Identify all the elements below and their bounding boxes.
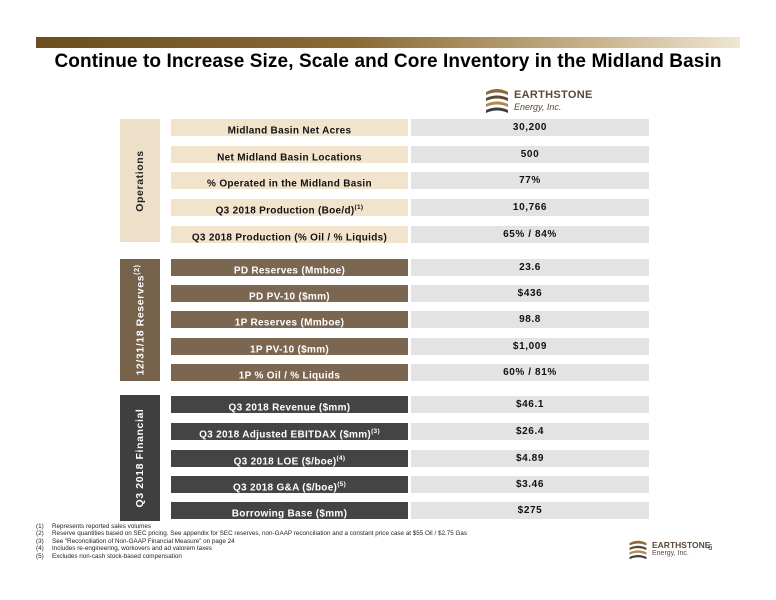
row-label: Q3 2018 Production (Boe/d)(1) — [171, 199, 408, 216]
footnotes: (1) Represents reported sales volumes (2)… — [36, 523, 467, 560]
row-value: 23.6 — [411, 259, 649, 276]
row-label: Q3 2018 Revenue ($mm) — [171, 396, 408, 413]
page-title: Continue to Increase Size, Scale and Cor… — [54, 51, 722, 72]
footnote-item: (4) Includes re-engineering, workovers an… — [36, 545, 212, 553]
table-row: Midland Basin Net Acres 30,200 — [171, 119, 649, 136]
row-label: Midland Basin Net Acres — [171, 119, 408, 136]
row-value: $3.46 — [411, 476, 649, 493]
row-value: 10,766 — [411, 199, 649, 216]
row-label: 1P PV-10 ($mm) — [171, 338, 408, 355]
reserves-section-label: 12/31/18 Reserves(2) — [120, 259, 160, 381]
row-value: $46.1 — [411, 396, 649, 413]
footer-logo-subtitle: Energy, Inc. — [652, 550, 689, 557]
table-row: Q3 2018 Adjusted EBITDAX ($mm)(3) $26.4 — [171, 423, 649, 440]
logo-subtitle: Energy, Inc. — [514, 102, 562, 112]
financial-label-text: Q3 2018 Financial — [134, 408, 146, 508]
row-label: Q3 2018 Production (% Oil / % Liquids) — [171, 226, 408, 243]
financial-section-label: Q3 2018 Financial — [120, 395, 160, 521]
row-value: 77% — [411, 172, 649, 189]
earthstone-logo: EARTHSTONE Energy, Inc. — [484, 86, 594, 120]
table-row: Q3 2018 Production (Boe/d)(1) 10,766 — [171, 199, 649, 216]
row-value: 500 — [411, 146, 649, 163]
footer-logo-name: EARTHSTONE — [652, 540, 711, 550]
row-label: % Operated in the Midland Basin — [171, 172, 408, 189]
footnote-item: (2) Reserve quantities based on SEC prici… — [36, 530, 468, 538]
row-label: Q3 2018 Adjusted EBITDAX ($mm)(3) — [171, 423, 408, 440]
row-label: Q3 2018 LOE ($/boe)(4) — [171, 450, 408, 467]
table-row: PD PV-10 ($mm) $436 — [171, 285, 649, 302]
table-row: Q3 2018 G&A ($/boe)(5) $3.46 — [171, 476, 649, 493]
row-label: 1P % Oil / % Liquids — [171, 364, 408, 381]
row-value: 30,200 — [411, 119, 649, 136]
reserves-label-wrap: 12/31/18 Reserves(2) — [134, 264, 147, 375]
header-accent-bar — [36, 37, 740, 48]
footnote-item: (3) See “Reconciliation of Non-GAAP Finan… — [36, 537, 235, 545]
row-value: $436 — [411, 285, 649, 302]
row-value: $4.89 — [411, 450, 649, 467]
table-row: Borrowing Base ($mm) $275 — [171, 502, 649, 519]
logo-name: EARTHSTONE — [514, 89, 593, 101]
table-row: % Operated in the Midland Basin 77% — [171, 172, 649, 189]
table-row: 1P PV-10 ($mm) $1,009 — [171, 338, 649, 355]
table-row: Q3 2018 Production (% Oil / % Liquids) 6… — [171, 226, 649, 243]
footer-logo: EARTHSTONE Energy, Inc. — [628, 538, 711, 564]
table-row: Q3 2018 Revenue ($mm) $46.1 — [171, 396, 649, 413]
row-label: Net Midland Basin Locations — [171, 146, 408, 163]
earthstone-logo-icon — [486, 89, 508, 113]
footnote-item: (1) Represents reported sales volumes — [36, 523, 152, 530]
row-label: 1P Reserves (Mmboe) — [171, 311, 408, 328]
row-label: Borrowing Base ($mm) — [171, 502, 408, 519]
reserves-label-sup: (2) — [133, 264, 141, 275]
page-number: 6 — [708, 543, 713, 552]
row-value: 60% / 81% — [411, 364, 649, 381]
row-value: $1,009 — [411, 338, 649, 355]
row-value: $26.4 — [411, 423, 649, 440]
row-value: 98.8 — [411, 311, 649, 328]
table-row: 1P Reserves (Mmboe) 98.8 — [171, 311, 649, 328]
operations-section-label: Operations — [120, 119, 160, 242]
table-row: PD Reserves (Mmboe) 23.6 — [171, 259, 649, 276]
row-value: $275 — [411, 502, 649, 519]
row-label: PD PV-10 ($mm) — [171, 285, 408, 302]
table-row: Net Midland Basin Locations 500 — [171, 146, 649, 163]
footnote-item: (5) Excludes non-cash stock-based compens… — [36, 552, 182, 560]
footer-logo-icon — [629, 540, 647, 560]
table-row: Q3 2018 LOE ($/boe)(4) $4.89 — [171, 450, 649, 467]
operations-label-text: Operations — [134, 149, 146, 212]
reserves-label-text: 12/31/18 Reserves — [134, 274, 147, 376]
table-row: 1P % Oil / % Liquids 60% / 81% — [171, 364, 649, 381]
row-label: PD Reserves (Mmboe) — [171, 259, 408, 276]
row-value: 65% / 84% — [411, 226, 649, 243]
row-label: Q3 2018 G&A ($/boe)(5) — [171, 476, 408, 493]
